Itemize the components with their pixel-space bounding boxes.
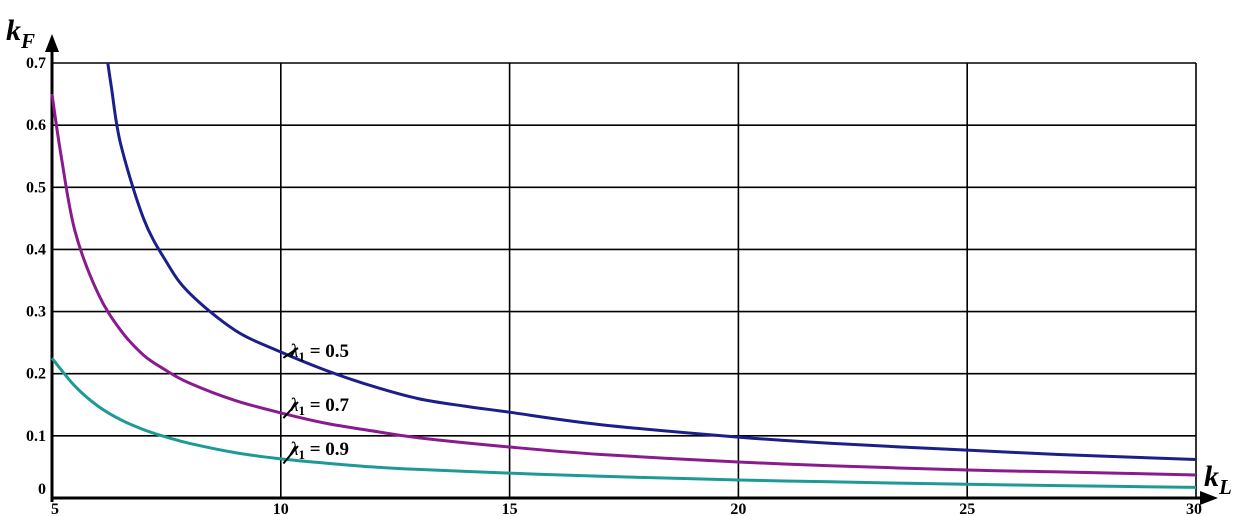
y-tick-label: 0.5 (26, 179, 46, 196)
x-tick-label: 20 (730, 501, 746, 516)
y-axis-title-main: k (6, 14, 21, 47)
x-tick-label: 25 (959, 501, 975, 516)
grid (52, 62, 1197, 498)
y-tick-label: 0.2 (26, 366, 46, 383)
series-label-subscript: 1 (298, 447, 305, 462)
x-tick-label: 10 (273, 501, 289, 516)
series-label-value: = 0.9 (305, 439, 349, 460)
series-label-1: λ1 = 0.5 (289, 341, 349, 364)
series-label-value: = 0.7 (305, 395, 350, 416)
x-tick-label: 30 (1186, 501, 1202, 516)
series-label-leader (282, 445, 299, 465)
x-tick-labels: 5 10 15 20 25 30 (51, 501, 1202, 516)
series-label-leader (282, 347, 299, 359)
y-tick-labels: 0 0.1 0.2 0.3 0.4 0.5 0.6 0.7 (26, 55, 46, 498)
series-label-3: λ1 = 0.9 (289, 439, 349, 462)
series-lines (50, 62, 1197, 489)
axes (45, 34, 1218, 505)
y-tick-label: 0.4 (26, 241, 46, 258)
series-labels: λ1 = 0.5λ1 = 0.7λ1 = 0.9 (282, 341, 350, 465)
series-label-value: = 0.5 (305, 341, 349, 362)
y-tick-label: 0.7 (26, 55, 46, 72)
series-label-symbol: λ (289, 395, 298, 416)
x-axis-title-sub: L (1218, 475, 1232, 499)
x-axis-title-main: k (1204, 460, 1219, 493)
y-axis-title-sub: F (20, 29, 35, 53)
x-axis-arrow (1200, 491, 1218, 505)
series-label-subscript: 1 (298, 349, 305, 364)
x-axis-title: kL (1204, 460, 1232, 499)
series-label-2: λ1 = 0.7 (289, 395, 350, 418)
y-tick-label: 0 (38, 481, 46, 498)
x-tick-label: 5 (51, 501, 59, 516)
series-label-subscript: 1 (298, 403, 305, 418)
series-line-2 (50, 93, 1197, 477)
y-axis-arrow (45, 34, 59, 52)
series-line-3 (50, 357, 1197, 489)
series-label-leader (282, 401, 299, 419)
series-line-1 (106, 62, 1197, 461)
series-label-symbol: λ (289, 439, 298, 460)
y-tick-label: 0.3 (26, 304, 46, 321)
series-label-symbol: λ (289, 341, 298, 362)
y-axis-title: kF (6, 14, 35, 53)
x-tick-label: 15 (502, 501, 518, 516)
y-tick-label: 0.1 (26, 428, 46, 445)
y-tick-label: 0.6 (26, 117, 46, 134)
